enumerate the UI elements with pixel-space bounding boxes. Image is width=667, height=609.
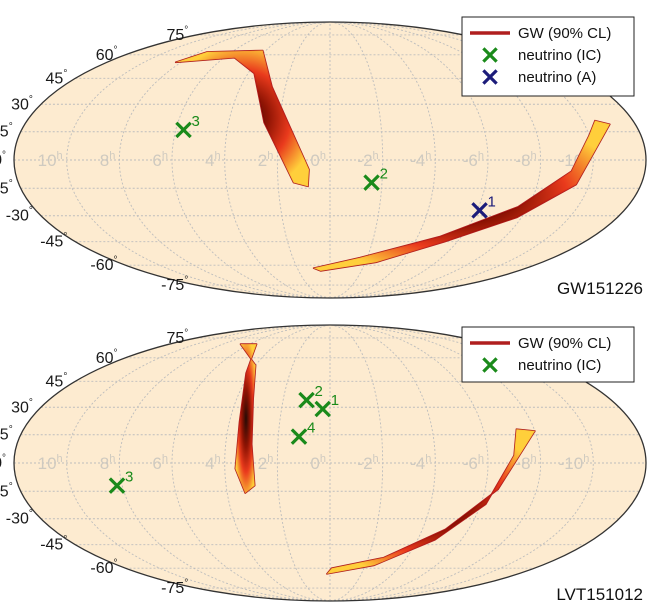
ra-tick-label: -4h (410, 150, 431, 170)
dec-tick-label: -45° (40, 232, 67, 251)
panel-gw151226: 10h8h6h4h2h0h-2h-4h-6h-8h-10h75°60°45°30… (0, 16, 647, 299)
neutrino-ic-marker (298, 391, 315, 409)
dec-tick-label: -15° (0, 178, 13, 197)
dec-tick-label: 75° (166, 25, 188, 44)
neutrino-ic-marker (290, 428, 308, 445)
meridian-line (171, 324, 331, 602)
dec-tick-label: -15° (0, 481, 13, 500)
gw-credible-region (234, 343, 536, 575)
ra-tick-label: -2h (357, 150, 378, 170)
gw-credible-region (174, 49, 611, 272)
ra-tick-label: 10h (38, 453, 63, 473)
legend-label: neutrino (IC) (518, 47, 601, 64)
meridian-line (329, 324, 384, 602)
neutrino-ic-marker (363, 174, 380, 191)
neutrino-a-marker (471, 202, 488, 219)
ra-tick-label: -6h (463, 453, 484, 473)
ra-tick-label: 0h (310, 453, 326, 473)
ra-tick-label: 10h (38, 150, 63, 170)
dec-tick-label: 0° (0, 150, 6, 169)
meridian-line (118, 324, 331, 602)
neutrino-label: 4 (307, 420, 315, 437)
neutrino-ic-marker (314, 400, 331, 418)
ra-tick-label: 0h (310, 150, 326, 170)
coordinate-grid (14, 21, 646, 299)
sky-outline (13, 324, 647, 602)
neutrino-label: 1 (488, 193, 496, 210)
dec-tick-label: 60° (96, 45, 118, 64)
panel-title: GW151226 (557, 279, 643, 298)
dec-tick-label: 15° (0, 425, 13, 444)
meridian-line (329, 324, 436, 602)
ra-tick-label: -8h (515, 150, 536, 170)
dec-tick-label: -30° (6, 206, 33, 225)
ra-tick-label: -8h (515, 453, 536, 473)
neutrino-label: 3 (192, 113, 200, 130)
dec-tick-label: -30° (6, 509, 33, 528)
legend-ic-swatch (482, 47, 498, 63)
neutrino-label: 3 (125, 469, 133, 486)
dec-tick-label: 30° (11, 397, 33, 416)
meridian-line (329, 21, 384, 299)
dec-tick-label: 60° (96, 348, 118, 367)
neutrino-ic-marker (175, 121, 192, 139)
meridian-line (329, 21, 542, 299)
meridian-line (276, 21, 331, 299)
ra-tick-label: 6h (152, 453, 168, 473)
ra-tick-label: -4h (410, 453, 431, 473)
sky-outline (13, 21, 647, 299)
meridian-line (329, 21, 489, 299)
dec-tick-label: -60° (90, 558, 117, 577)
ra-tick-label: -2h (357, 453, 378, 473)
ra-tick-label: 4h (205, 453, 221, 473)
dec-tick-label: -45° (40, 535, 67, 554)
legend: GW (90% CL) neutrino (IC) (461, 326, 635, 383)
meridian-line (329, 21, 436, 299)
dec-tick-label: 45° (46, 371, 68, 390)
neutrino-label: 2 (315, 383, 323, 400)
neutrino-ic-marker (108, 477, 126, 494)
dec-tick-label: -60° (90, 255, 117, 274)
meridian-line (224, 324, 331, 602)
ra-tick-label: 2h (258, 150, 274, 170)
dec-tick-label: 75° (166, 328, 188, 347)
meridian-line (118, 21, 331, 299)
gw-region-fill (313, 120, 610, 271)
ra-tick-label: 6h (152, 150, 168, 170)
ra-tick-label: 8h (100, 453, 116, 473)
dec-tick-label: -75° (161, 275, 188, 294)
meridian-line (276, 324, 331, 602)
gw-region-fill (235, 344, 257, 494)
dec-tick-label: 0° (0, 453, 6, 472)
legend-label: neutrino (A) (518, 69, 596, 86)
legend-ic-swatch (482, 357, 498, 373)
ra-tick-label: -6h (463, 150, 484, 170)
legend: GW (90% CL) neutrino (IC) neutrino (A) (461, 16, 635, 97)
legend-label: GW (90% CL) (518, 335, 611, 352)
neutrino-label: 2 (380, 166, 388, 183)
meridian-line (329, 324, 542, 602)
dec-tick-label: 15° (0, 122, 13, 141)
ra-tick-label: -10h (559, 453, 590, 473)
dec-tick-label: 30° (11, 94, 33, 113)
legend-label: GW (90% CL) (518, 25, 611, 42)
dec-tick-label: 45° (46, 68, 68, 87)
ra-tick-label: 8h (100, 150, 116, 170)
ra-tick-label: 4h (205, 150, 221, 170)
dec-tick-label: -75° (161, 578, 188, 597)
gw-region-fill (175, 50, 309, 187)
neutrino-label: 1 (331, 392, 339, 409)
panel-title: LVT151012 (556, 585, 643, 604)
meridian-line (329, 324, 489, 602)
legend-label: neutrino (IC) (518, 357, 601, 374)
panel-lvt151012: 10h 8h 6h 4h 2h 0h -2h -4h -6h -8h -10h75°60°45°30… (0, 324, 647, 604)
legend-a-swatch (482, 69, 498, 85)
ra-tick-label: 2h (258, 453, 274, 473)
legend-box (461, 326, 635, 383)
